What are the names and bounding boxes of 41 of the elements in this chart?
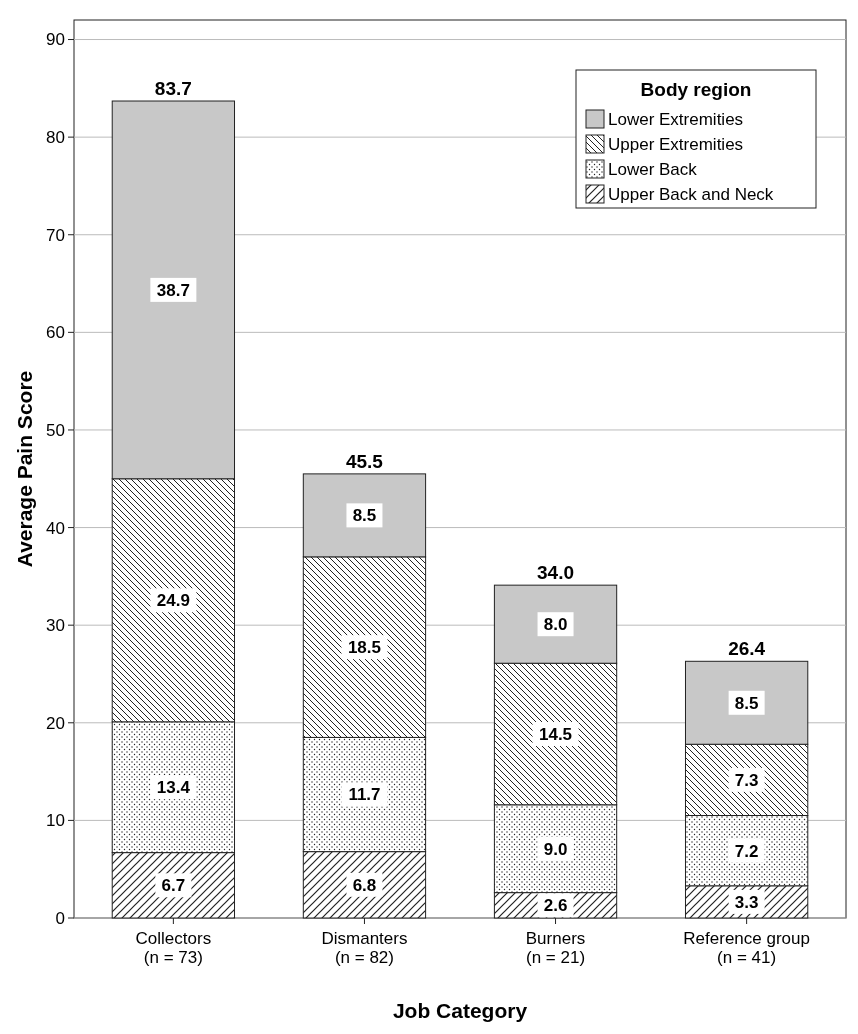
- data-label: 3.3: [734, 892, 759, 912]
- data-label: 11.7: [348, 785, 381, 805]
- y-tick-label: 50: [46, 420, 65, 440]
- data-label: 2.6: [543, 896, 568, 916]
- legend-label: Upper Back and Neck: [608, 184, 774, 204]
- legend-label: Upper Extremities: [608, 134, 744, 154]
- x-tick-label: Dismanters (n = 82): [321, 929, 408, 967]
- legend-label: Lower Back: [608, 159, 698, 179]
- data-label: 8.0: [543, 615, 568, 635]
- data-label: 6.7: [161, 876, 186, 896]
- data-label: 7.2: [734, 841, 759, 861]
- data-label: 9.0: [543, 839, 568, 859]
- data-label: 18.5: [347, 638, 381, 658]
- y-tick-label: 90: [46, 30, 65, 50]
- x-tick-label: Burners (n = 21): [525, 929, 586, 967]
- data-label: 7.3: [734, 770, 759, 790]
- data-label: 38.7: [156, 280, 190, 300]
- data-label: 13.4: [156, 778, 191, 798]
- legend-label: Lower Extremities: [608, 109, 744, 129]
- y-tick-label: 40: [46, 518, 65, 538]
- data-label: 8.5: [352, 506, 377, 526]
- data-label: 8.5: [734, 693, 759, 713]
- total-label: 26.4: [728, 638, 766, 660]
- y-tick-label: 70: [46, 225, 65, 245]
- x-tick-label: Collectors (n = 73): [135, 929, 212, 967]
- data-label: 6.8: [352, 875, 377, 895]
- x-axis-title: Job Category: [392, 999, 528, 1022]
- data-label: 14.5: [539, 724, 573, 744]
- y-tick-label: 0: [55, 908, 65, 928]
- y-tick-label: 10: [46, 811, 65, 831]
- y-tick-label: 80: [46, 128, 65, 148]
- legend-title: Body region: [640, 79, 752, 100]
- total-label: 34.0: [537, 562, 575, 584]
- y-tick-label: 20: [46, 713, 65, 733]
- y-tick-label: 30: [46, 616, 65, 636]
- x-tick-label: Reference group (n = 41): [683, 929, 810, 967]
- total-label: 83.7: [154, 78, 192, 100]
- y-axis-title: Average Pain Score: [13, 370, 36, 568]
- y-tick-label: 60: [46, 323, 65, 343]
- data-label: 24.9: [156, 591, 190, 611]
- total-label: 45.5: [345, 450, 384, 472]
